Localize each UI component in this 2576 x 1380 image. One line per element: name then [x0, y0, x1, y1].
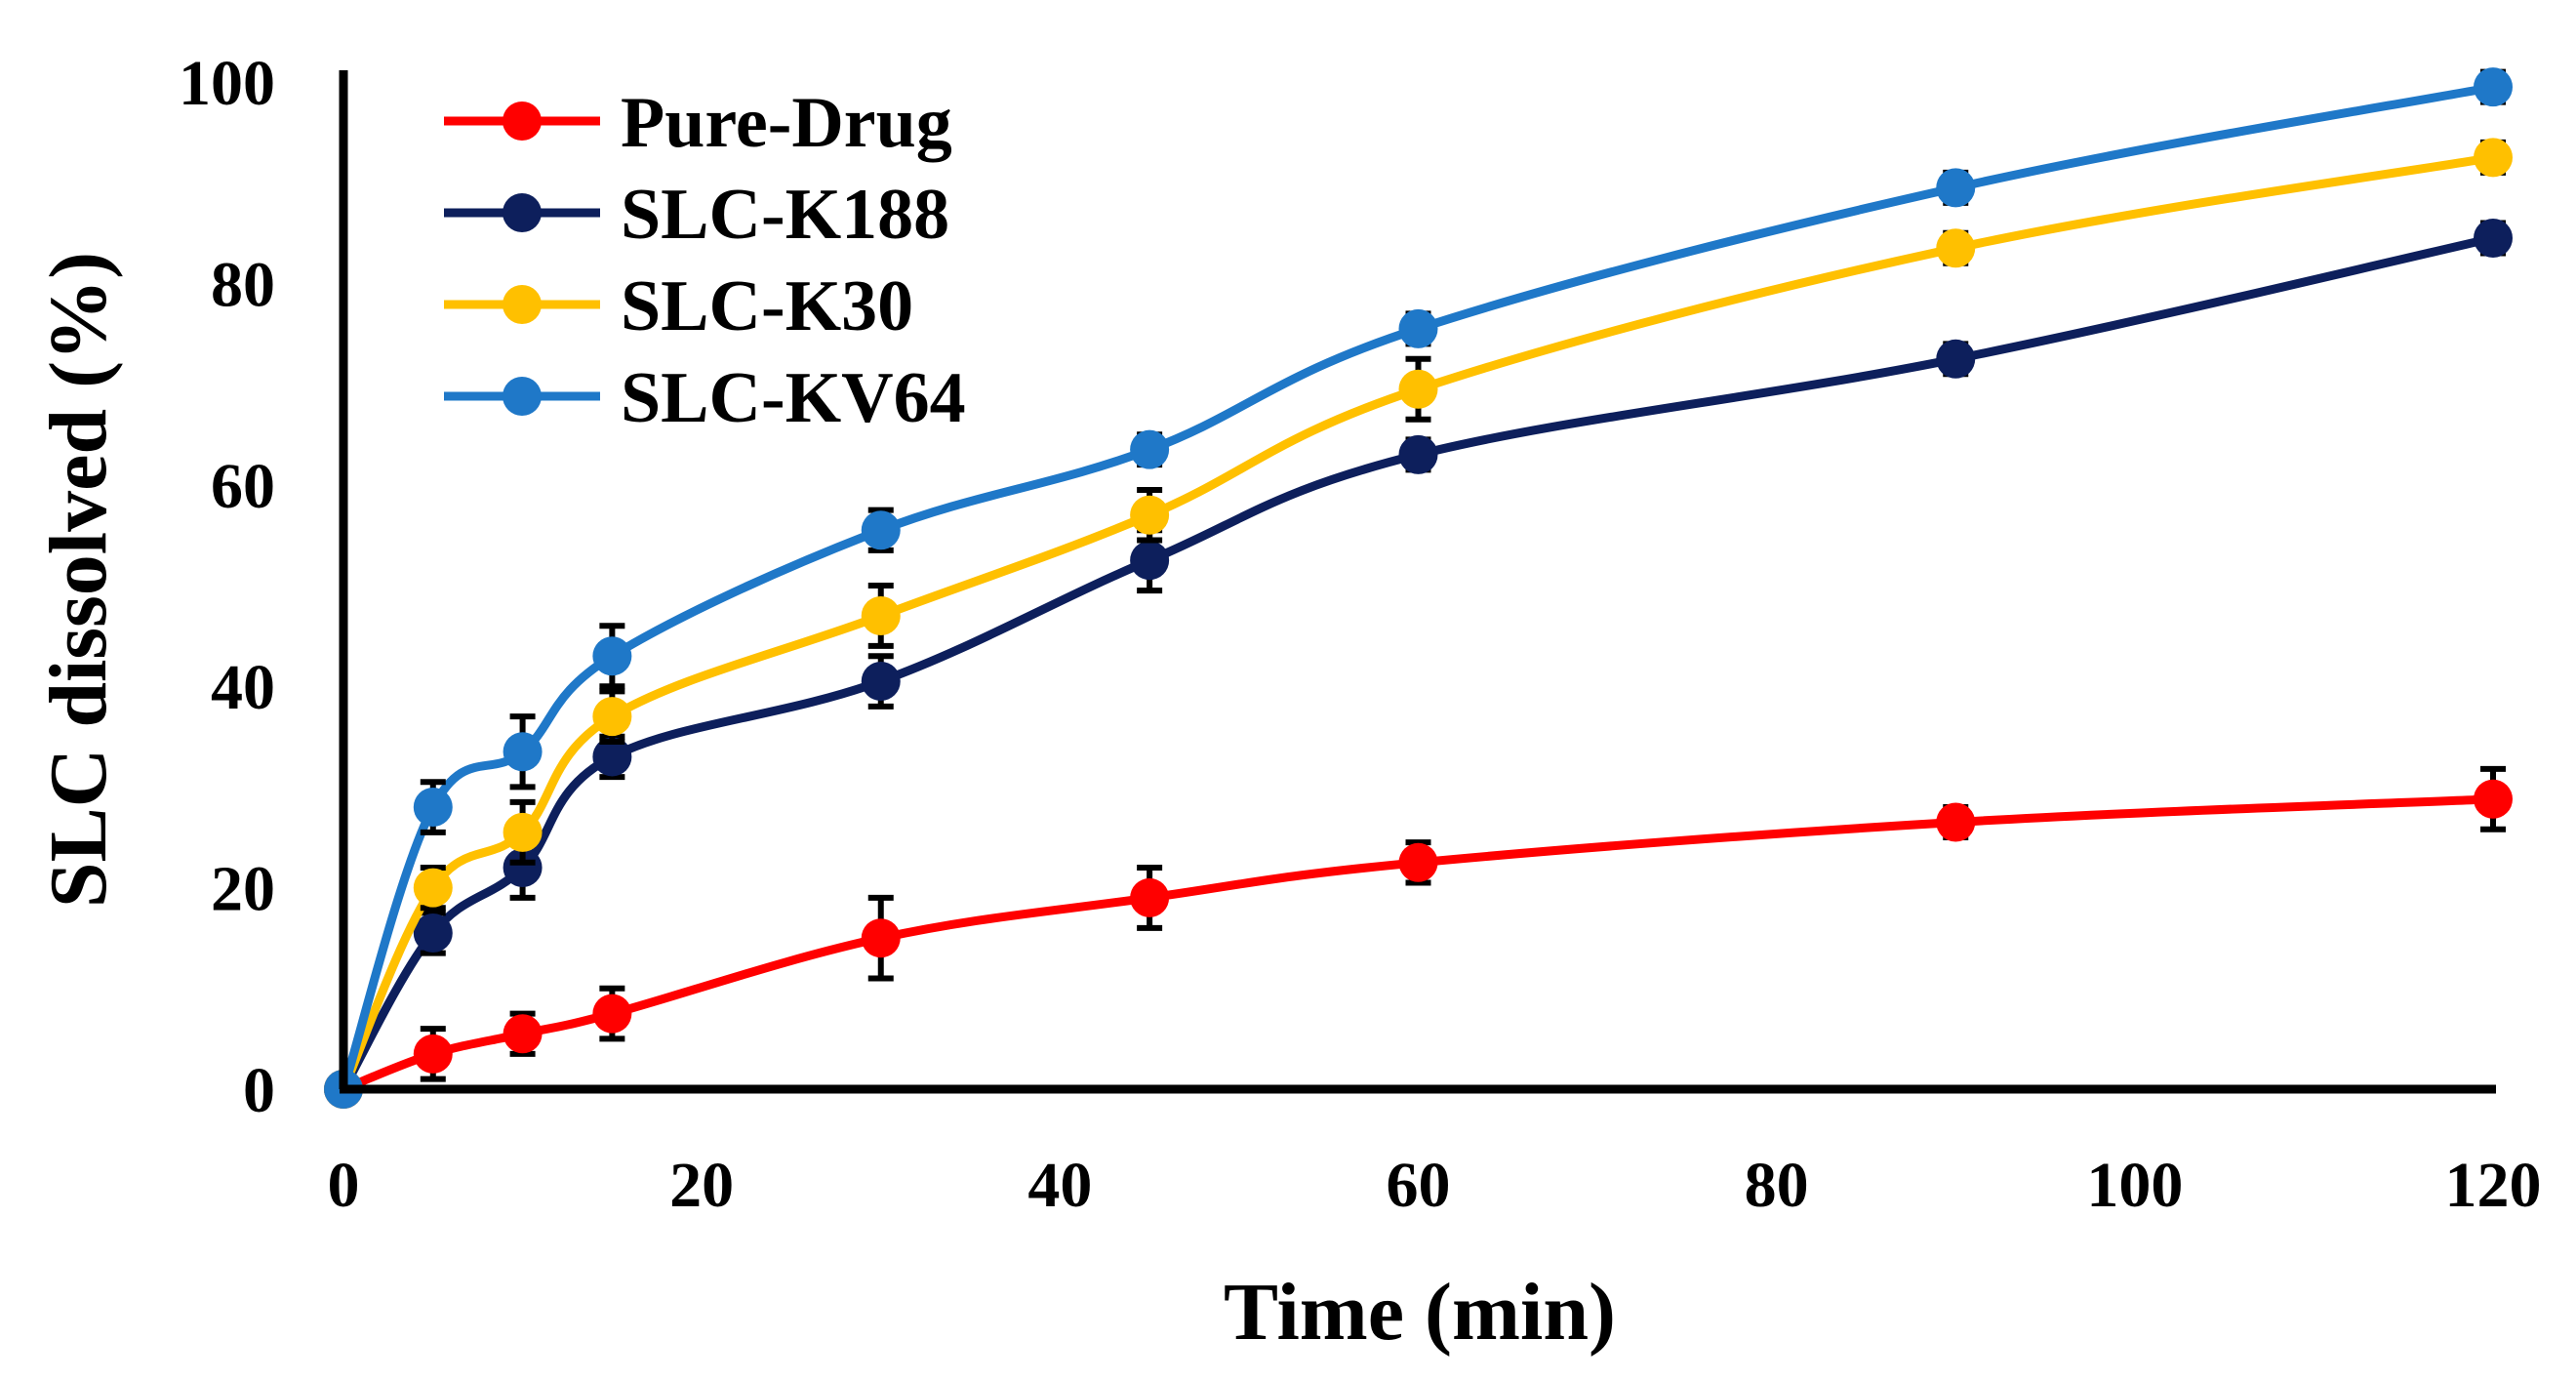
y-tick-label: 80	[211, 249, 275, 320]
data-point	[503, 1014, 543, 1054]
x-tick-label: 120	[2445, 1150, 2542, 1221]
y-tick-label: 100	[179, 48, 275, 119]
series-slc-k188	[324, 218, 2513, 1109]
data-point	[1936, 802, 1976, 842]
y-axis-title: SLC dissolved (%)	[33, 252, 124, 908]
legend: Pure-Drug SLC-K188 SLC-K30 SLC-KV64	[444, 83, 966, 438]
data-point	[2474, 218, 2513, 258]
legend-marker	[503, 101, 542, 141]
axes-layer	[339, 70, 2496, 1094]
ticks-layer: 0 20 40 60 80 100 120 0 20 40 60 80 100	[179, 48, 2542, 1221]
data-point	[592, 994, 632, 1034]
y-tick-label: 20	[211, 854, 275, 925]
data-point	[1398, 308, 1438, 348]
x-tick-label: 0	[328, 1150, 360, 1221]
legend-item: Pure-Drug	[444, 83, 952, 163]
data-point	[592, 636, 632, 676]
data-point	[861, 595, 901, 635]
legend-label: SLC-KV64	[621, 358, 966, 438]
data-point	[413, 913, 453, 954]
data-point	[413, 1034, 453, 1074]
data-point	[2474, 779, 2513, 819]
legend-item: SLC-K30	[444, 266, 913, 346]
x-tick-label: 100	[2086, 1150, 2183, 1221]
data-point	[413, 868, 453, 908]
data-point	[1398, 434, 1438, 474]
legend-item: SLC-KV64	[444, 358, 966, 438]
data-point	[1130, 877, 1170, 917]
data-point	[503, 812, 543, 852]
legend-marker	[503, 285, 542, 324]
data-point	[1130, 429, 1170, 469]
series-layer	[324, 67, 2513, 1109]
data-point	[861, 918, 901, 958]
data-point	[1130, 495, 1170, 535]
legend-item: SLC-K188	[444, 175, 949, 255]
x-tick-label: 40	[1027, 1150, 1092, 1221]
data-point	[413, 788, 453, 828]
x-tick-label: 20	[669, 1150, 734, 1221]
data-point	[1936, 168, 1976, 208]
data-point	[1398, 842, 1438, 882]
y-tick-label: 60	[211, 451, 275, 522]
data-point	[503, 847, 543, 887]
data-point	[2474, 138, 2513, 178]
x-axis-title: Time (min)	[1224, 1267, 1616, 1358]
x-tick-label: 80	[1745, 1150, 1809, 1221]
data-point	[592, 737, 632, 777]
y-tick-label: 40	[211, 652, 275, 723]
legend-marker	[503, 377, 542, 416]
data-point	[1936, 228, 1976, 268]
series-pure-drug	[324, 765, 2513, 1109]
data-point	[1130, 541, 1170, 581]
data-point	[1398, 369, 1438, 409]
legend-label: SLC-K30	[621, 266, 913, 346]
x-tick-label: 60	[1387, 1150, 1451, 1221]
legend-label: Pure-Drug	[621, 83, 952, 163]
data-point	[861, 510, 901, 550]
legend-label: SLC-K188	[621, 175, 949, 255]
series-slc-k30	[324, 138, 2513, 1109]
series-slc-kv64	[324, 67, 2513, 1109]
y-tick-label: 0	[243, 1055, 275, 1126]
data-point	[592, 697, 632, 737]
data-point	[503, 732, 543, 772]
data-point	[2474, 67, 2513, 107]
data-point	[1936, 339, 1976, 379]
legend-marker	[503, 193, 542, 232]
data-point	[861, 662, 901, 702]
